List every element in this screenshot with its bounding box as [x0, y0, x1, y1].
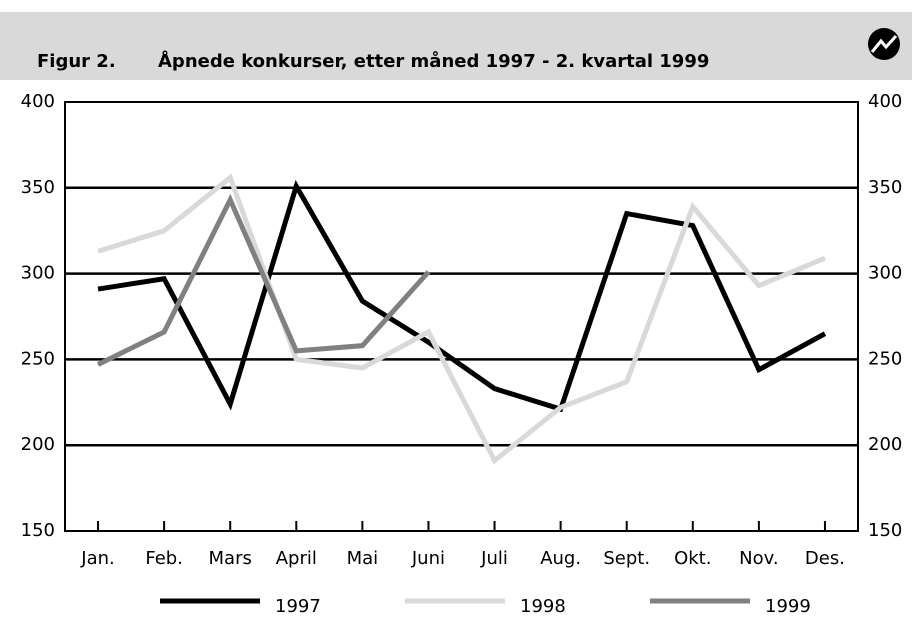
- legend-label: 1998: [520, 596, 566, 617]
- header-band: [0, 12, 912, 80]
- x-tick-label: Jan.: [80, 548, 114, 569]
- series-line: [96, 193, 431, 367]
- y2-tick-label: 300: [868, 263, 902, 284]
- chart-title: Åpnede konkurser, etter måned 1997 - 2. …: [158, 49, 709, 72]
- x-tick-label: April: [276, 548, 317, 569]
- y-tick-label: 200: [21, 434, 55, 455]
- x-tick-label: Aug.: [540, 548, 581, 569]
- y-tick-label: 400: [21, 91, 55, 112]
- x-tick-label: Mars: [209, 548, 252, 569]
- series-line: [97, 179, 827, 413]
- x-tick-label: Sept.: [603, 548, 650, 569]
- y2-tick-label: 400: [868, 91, 902, 112]
- x-tick-label: Des.: [805, 548, 845, 569]
- x-tick-label: Mai: [347, 548, 379, 569]
- y-tick-label: 150: [21, 520, 55, 541]
- legend-label: 1997: [275, 596, 321, 617]
- y-tick-label: 250: [21, 348, 55, 369]
- y2-tick-label: 350: [868, 177, 902, 198]
- y2-tick-label: 150: [868, 520, 902, 541]
- legend-label: 1999: [765, 596, 811, 617]
- y2-tick-label: 200: [868, 434, 902, 455]
- y2-tick-label: 250: [868, 348, 902, 369]
- x-tick-label: Feb.: [145, 548, 183, 569]
- series-line: [97, 173, 826, 465]
- x-tick-label: Okt.: [674, 548, 711, 569]
- x-tick-label: Juli: [480, 548, 508, 569]
- plot-frame: [64, 101, 859, 532]
- y-tick-label: 300: [21, 263, 55, 284]
- x-tick-label: Nov.: [739, 548, 778, 569]
- logo: [868, 28, 900, 60]
- x-tick-label: Juni: [411, 548, 445, 569]
- figure-label: Figur 2.: [37, 51, 116, 72]
- y-tick-label: 350: [21, 177, 55, 198]
